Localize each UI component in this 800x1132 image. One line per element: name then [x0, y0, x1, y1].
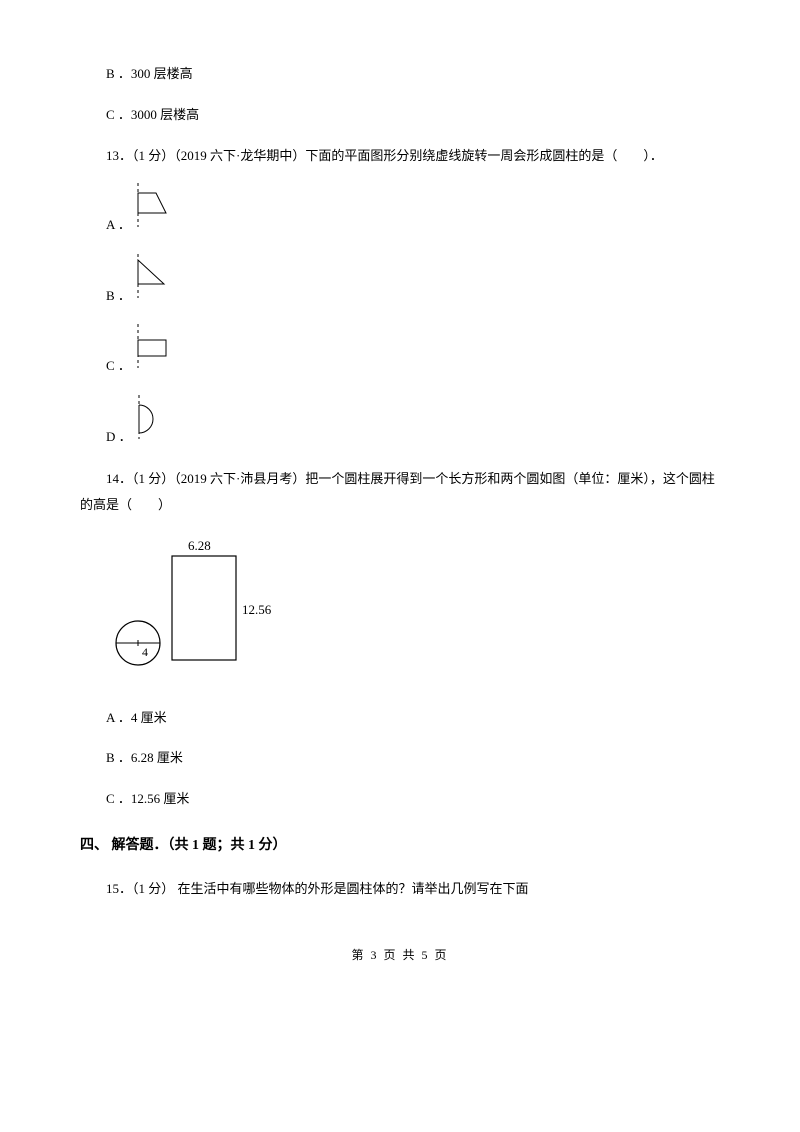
trapezoid-icon: [137, 183, 177, 227]
q13-c-shape: [137, 324, 177, 379]
right-triangle-icon: [137, 254, 177, 298]
q13-option-d: D ．: [106, 395, 720, 452]
rectangle-icon: [137, 324, 177, 368]
q13-option-a: A ．: [106, 183, 720, 240]
q15-text: 15．（1 分） 在生活中有哪些物体的外形是圆柱体的？请举出几例写在下面: [80, 876, 720, 902]
section4-title: 四、 解答题．（共 1 题；共 1 分）: [80, 831, 720, 862]
q13-d-label: D ．: [106, 423, 132, 452]
q12-option-b: B ．300 层楼高: [80, 60, 720, 89]
q13-a-label: A ．: [106, 211, 131, 240]
q13-option-b: B ．: [106, 254, 720, 311]
q13-b-shape: [137, 254, 177, 309]
q13-option-c: C ．: [106, 324, 720, 381]
q13-text: 13．（1 分）（2019 六下·龙华期中）下面的平面图形分别绕虚线旋转一周会形…: [80, 143, 720, 169]
q13-b-label: B ．: [106, 282, 131, 311]
q13-a-shape: [137, 183, 177, 238]
q13-c-label: C ．: [106, 352, 131, 381]
q14-text: 14．（1 分）（2019 六下·沛县月考）把一个圆柱展开得到一个长方形和两个圆…: [80, 466, 720, 518]
page-footer: 第 3 页 共 5 页: [80, 942, 720, 968]
q14-label-right: 12.56: [242, 602, 272, 617]
q14-option-a: A ．4 厘米: [80, 704, 720, 733]
page-content: B ．300 层楼高 C ．3000 层楼高 13．（1 分）（2019 六下·…: [0, 0, 800, 1009]
q13-d-shape: [138, 395, 178, 450]
q14-option-c: C ．12.56 厘米: [80, 785, 720, 814]
q12-option-c: C ．3000 层楼高: [80, 101, 720, 130]
q14-option-b: B ．6.28 厘米: [80, 744, 720, 773]
cylinder-unfold-diagram: 6.28 12.56 4: [106, 536, 306, 676]
q14-diagram: 6.28 12.56 4: [106, 536, 326, 686]
q14-circle-label: 4: [142, 645, 148, 659]
q14-label-top: 6.28: [188, 538, 211, 553]
half-circle-icon: [138, 395, 178, 439]
